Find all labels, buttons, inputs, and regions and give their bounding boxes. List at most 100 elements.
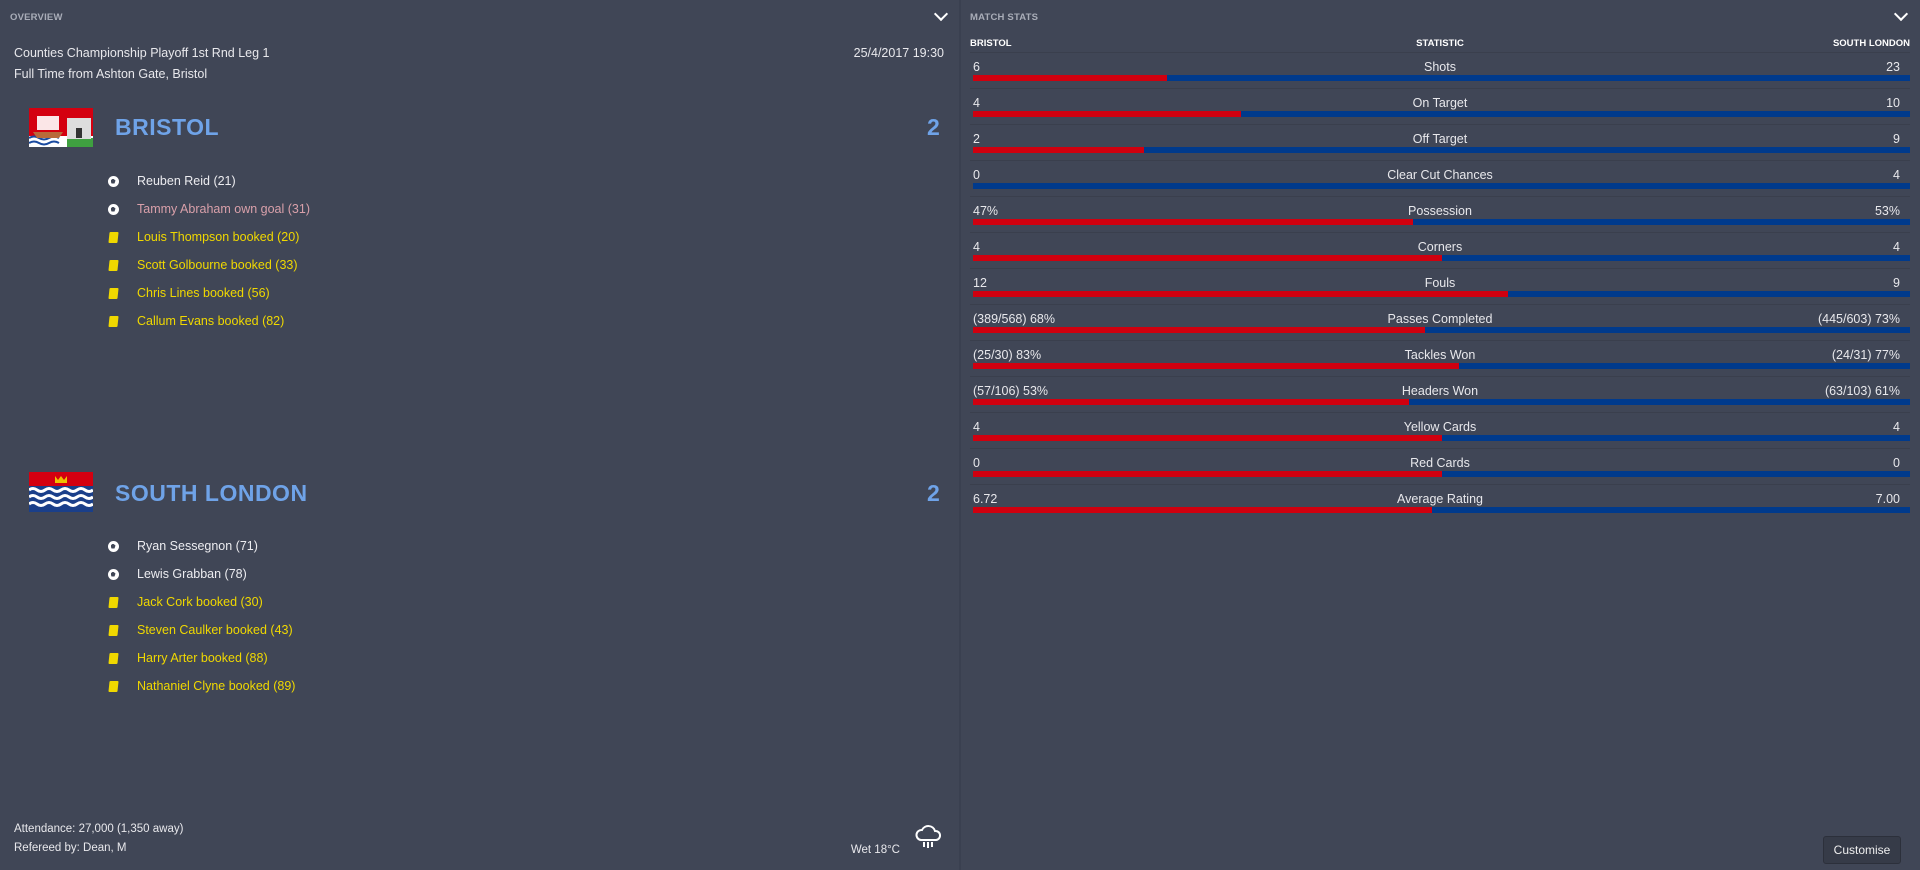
home-team-name: BRISTOL <box>115 114 220 140</box>
competition-label: Counties Championship Playoff 1st Rnd Le… <box>14 46 270 60</box>
event-text: Callum Evans booked (82) <box>137 314 285 328</box>
referee: Refereed by: Dean, M <box>14 842 127 854</box>
overview-title: OVERVIEW <box>10 12 63 23</box>
customise-button[interactable]: Customise <box>1823 836 1901 864</box>
bristol-flag <box>28 108 93 147</box>
stat-label: Fouls <box>1424 276 1456 290</box>
match-event: Steven Caulker booked (43) <box>106 620 293 640</box>
stat-home-value: 6.72 <box>973 492 998 506</box>
match-event: Scott Golbourne booked (33) <box>106 255 298 275</box>
stat-away-value: (63/103) 61% <box>1824 384 1900 398</box>
match-datetime: 25/4/2017 19:30 <box>853 46 944 60</box>
panel-divider <box>959 0 961 870</box>
stat-home-value: (57/106) 53% <box>973 384 1049 398</box>
stat-comparison-bar <box>973 147 1910 153</box>
stat-row: (25/30) 83% Tackles Won (24/31) 77% <box>970 340 1910 376</box>
home-share-fill <box>973 435 1442 441</box>
stats-col-home: BRISTOL <box>970 38 1012 49</box>
home-share-fill <box>973 255 1442 261</box>
stat-label: Yellow Cards <box>1403 420 1477 434</box>
stat-home-value: 0 <box>973 168 980 182</box>
stat-row: 2 Off Target 9 <box>970 124 1910 160</box>
yellow-card-icon <box>107 680 119 692</box>
match-event: Reuben Reid (21) <box>106 171 236 191</box>
match-event: Nathaniel Clyne booked (89) <box>106 676 295 696</box>
stat-row: 0 Clear Cut Chances 4 <box>970 160 1910 196</box>
match-stats-title: MATCH STATS <box>970 12 1039 23</box>
stat-home-value: 2 <box>973 132 980 146</box>
stat-home-value: 4 <box>973 96 980 110</box>
stat-away-value: 4 <box>1893 240 1900 254</box>
stats-col-statistic: STATISTIC <box>1416 38 1464 49</box>
rain-cloud-icon <box>914 822 944 855</box>
match-event: Harry Arter booked (88) <box>106 648 268 668</box>
stat-away-value: (24/31) 77% <box>1831 348 1900 362</box>
overview-collapse-chevron-icon[interactable] <box>933 6 949 22</box>
stat-away-value: 10 <box>1886 96 1900 110</box>
event-text: Chris Lines booked (56) <box>137 286 270 300</box>
stat-comparison-bar <box>973 183 1910 189</box>
stat-comparison-bar <box>973 399 1910 405</box>
stat-row: 4 On Target 10 <box>970 88 1910 124</box>
stat-row: (389/568) 68% Passes Completed (445/603)… <box>970 304 1910 340</box>
stat-row: 0 Red Cards 0 <box>970 448 1910 484</box>
stat-away-value: 4 <box>1893 420 1900 434</box>
match-event: Tammy Abraham own goal (31) <box>106 199 310 219</box>
stat-row: 12 Fouls 9 <box>970 268 1910 304</box>
stat-away-value: 9 <box>1893 276 1900 290</box>
event-text: Reuben Reid (21) <box>137 174 236 188</box>
stat-home-value: 47% <box>973 204 999 218</box>
yellow-card-icon <box>107 287 119 299</box>
yellow-card-icon <box>107 259 119 271</box>
goal-ball-icon <box>107 540 119 552</box>
match-event: Jack Cork booked (30) <box>106 592 263 612</box>
home-share-fill <box>973 507 1433 513</box>
stat-row: 6.72 Average Rating 7.00 <box>970 484 1910 520</box>
attendance: Attendance: 27,000 (1,350 away) <box>14 823 184 835</box>
yellow-card-icon <box>107 652 119 664</box>
stat-away-value: (445/603) 73% <box>1817 312 1900 326</box>
stats-col-away: SOUTH LONDON <box>1832 38 1910 49</box>
home-share-fill <box>973 111 1241 117</box>
south-london-flag <box>28 472 94 512</box>
stats-collapse-chevron-icon[interactable] <box>1893 6 1909 22</box>
home-share-fill <box>973 471 1442 477</box>
stat-label: Average Rating <box>1397 492 1483 506</box>
stat-home-value: 4 <box>973 240 980 254</box>
event-text: Jack Cork booked (30) <box>137 595 263 609</box>
stat-home-value: 6 <box>973 60 980 74</box>
match-status: Full Time from Ashton Gate, Bristol <box>14 67 208 81</box>
stat-label: On Target <box>1412 96 1468 110</box>
stat-home-value: (389/568) 68% <box>973 312 1056 326</box>
home-share-fill <box>973 219 1414 225</box>
stat-away-value: 0 <box>1893 456 1900 470</box>
stat-comparison-bar <box>973 75 1910 81</box>
stat-row: 4 Yellow Cards 4 <box>970 412 1910 448</box>
match-event: Chris Lines booked (56) <box>106 283 270 303</box>
yellow-card-icon <box>107 624 119 636</box>
event-text: Scott Golbourne booked (33) <box>137 258 298 272</box>
home-share-fill <box>973 327 1425 333</box>
stat-comparison-bar <box>973 255 1910 261</box>
stat-home-value: 12 <box>973 276 987 290</box>
home-score: 2 <box>927 114 940 140</box>
stat-home-value: 0 <box>973 456 980 470</box>
stat-label: Shots <box>1424 60 1456 74</box>
stat-label: Clear Cut Chances <box>1387 168 1493 182</box>
away-team-name: SOUTH LONDON <box>115 480 308 506</box>
stat-comparison-bar <box>973 507 1910 513</box>
stat-away-value: 4 <box>1893 168 1900 182</box>
match-event: Louis Thompson booked (20) <box>106 227 299 247</box>
own-goal-ball-icon <box>107 203 119 215</box>
stat-comparison-bar <box>973 111 1910 117</box>
stat-label: Tackles Won <box>1404 348 1476 362</box>
weather-label: Wet 18°C <box>850 844 900 856</box>
stat-home-value: (25/30) 83% <box>973 348 1042 362</box>
goal-ball-icon <box>107 175 119 187</box>
event-text: Lewis Grabban (78) <box>137 567 247 581</box>
stat-label: Red Cards <box>1410 456 1470 470</box>
stat-row: 6 Shots 23 <box>970 52 1910 88</box>
goal-ball-icon <box>107 568 119 580</box>
match-event: Lewis Grabban (78) <box>106 564 247 584</box>
event-text: Harry Arter booked (88) <box>137 651 268 665</box>
